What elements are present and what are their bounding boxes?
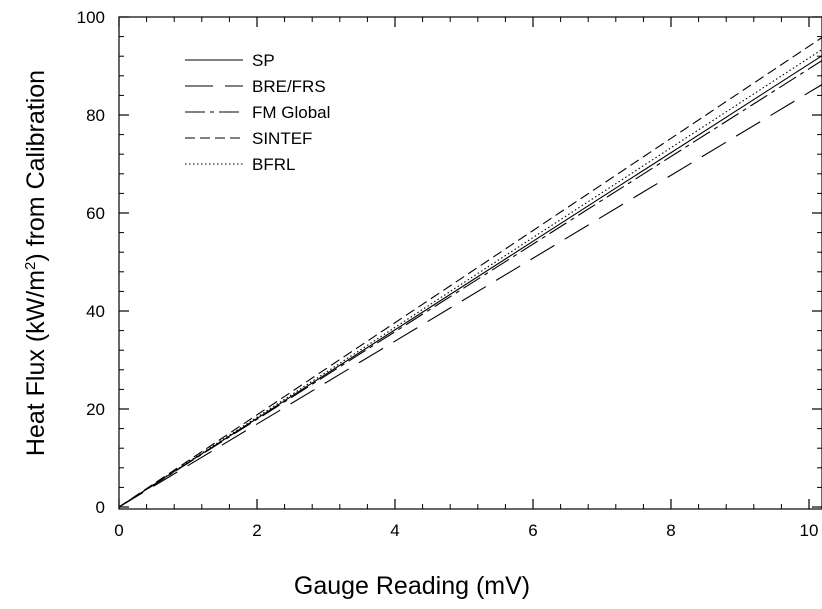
x-axis-label: Gauge Reading (mV) <box>294 572 530 600</box>
legend-label: SP <box>252 51 275 70</box>
series-lines <box>118 36 822 508</box>
legend-label: SINTEF <box>252 129 312 148</box>
series-line <box>118 36 822 508</box>
y-axis-label-superscript: 2 <box>22 262 39 270</box>
series-line <box>118 83 822 508</box>
y-tick-label: 80 <box>86 106 105 125</box>
legend: SP BRE/FRS FM Global SINTEF BFRL <box>185 51 330 174</box>
series-line <box>118 59 822 508</box>
x-tick-label: 0 <box>114 521 123 540</box>
x-tick-label: 4 <box>390 521 399 540</box>
axis-ticks <box>118 16 822 509</box>
plot-frame <box>118 16 822 510</box>
plot-area <box>118 16 822 510</box>
y-axis-label-prefix: Heat Flux (kW/m <box>22 270 50 456</box>
y-tick-label: 40 <box>86 302 105 321</box>
y-tick-label: 60 <box>86 204 105 223</box>
x-tick-label: 2 <box>252 521 261 540</box>
series-line <box>118 55 822 508</box>
x-tick-label: 8 <box>666 521 675 540</box>
x-tick-label: 6 <box>528 521 537 540</box>
legend-label: FM Global <box>252 103 330 122</box>
y-tick-label: 20 <box>86 400 105 419</box>
y-axis-label: Heat Flux (kW/m2) from Calibration <box>22 70 50 456</box>
y-tick-label: 0 <box>96 498 105 517</box>
x-tick-label: 10 <box>800 521 819 540</box>
series-line <box>118 48 822 508</box>
legend-label: BRE/FRS <box>252 77 326 96</box>
y-tick-label: 100 <box>77 8 105 27</box>
y-axis-label-suffix: ) from Calibration <box>22 70 50 262</box>
legend-label: BFRL <box>252 155 295 174</box>
